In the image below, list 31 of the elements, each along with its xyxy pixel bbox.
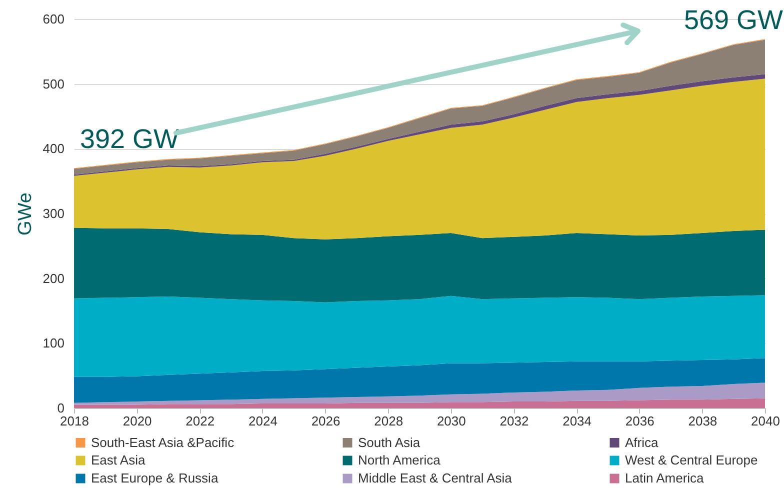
x-tick-label: 2040: [751, 414, 780, 428]
legend-label: East Europe & Russia: [91, 470, 219, 486]
x-tick-label: 2030: [436, 414, 466, 428]
x-tick-label: 2028: [374, 414, 404, 428]
x-tick-label: 2018: [60, 414, 89, 428]
legend-label: North America: [358, 452, 442, 468]
y-tick-label: 100: [42, 336, 64, 351]
y-tick-label: 0: [57, 400, 64, 416]
y-tick-label: 600: [42, 12, 64, 26]
x-tick-label: 2026: [311, 414, 340, 428]
x-tick-label: 2034: [562, 414, 592, 428]
y-tick-label: 400: [42, 141, 64, 156]
legend-label: South-East Asia &Pacific: [91, 434, 235, 450]
x-tick-label: 2032: [500, 414, 529, 428]
x-tick-label: 2038: [688, 414, 718, 428]
annotation: 569 GW: [684, 5, 784, 35]
annotation: 392 GW: [80, 124, 180, 154]
x-tick-label: 2024: [248, 414, 278, 428]
legend-label: East Asia: [91, 452, 146, 468]
x-tick-label: 2020: [122, 414, 152, 428]
y-tick-label: 500: [42, 76, 64, 92]
y-axis-title: GWe: [14, 192, 36, 236]
y-tick-label: 200: [42, 270, 64, 286]
legend-label: Latin America: [625, 470, 705, 486]
legend-label: West & Central Europe: [625, 452, 758, 468]
x-tick-label: 2036: [625, 414, 654, 428]
x-tick-label: 2022: [186, 414, 215, 428]
legend-label: Africa: [625, 434, 659, 450]
y-tick-label: 300: [42, 206, 64, 221]
legend-label: South Asia: [358, 434, 421, 450]
legend-label: Middle East & Central Asia: [358, 470, 513, 486]
